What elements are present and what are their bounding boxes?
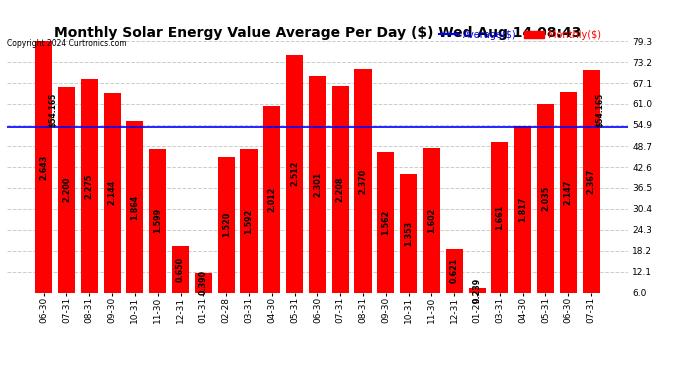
Bar xyxy=(81,79,98,292)
Text: 0.390: 0.390 xyxy=(199,270,208,295)
Bar xyxy=(560,92,577,292)
Text: 0.650: 0.650 xyxy=(176,257,185,282)
Bar xyxy=(491,142,509,292)
Text: 2.370: 2.370 xyxy=(359,168,368,194)
Text: 2.512: 2.512 xyxy=(290,161,299,186)
Text: 1.661: 1.661 xyxy=(495,205,504,230)
Bar xyxy=(469,288,486,292)
Text: Copyright 2024 Curtronics.com: Copyright 2024 Curtronics.com xyxy=(7,39,126,48)
Bar xyxy=(582,70,600,292)
Text: 0.239: 0.239 xyxy=(473,278,482,303)
Text: 2.200: 2.200 xyxy=(62,177,71,203)
Text: 2.012: 2.012 xyxy=(267,187,276,212)
Bar xyxy=(514,126,531,292)
Bar xyxy=(172,246,189,292)
Text: 1.353: 1.353 xyxy=(404,220,413,246)
Text: 1.817: 1.817 xyxy=(518,197,527,222)
Bar xyxy=(423,148,440,292)
Bar xyxy=(195,273,212,292)
Text: 1.599: 1.599 xyxy=(153,208,162,233)
Bar xyxy=(35,41,52,292)
Text: 1.864: 1.864 xyxy=(130,194,139,220)
Bar xyxy=(240,149,257,292)
Bar xyxy=(377,153,395,292)
Title: Monthly Solar Energy Value Average Per Day ($) Wed Aug 14 08:43: Monthly Solar Energy Value Average Per D… xyxy=(54,26,581,40)
Text: 2.035: 2.035 xyxy=(541,186,550,211)
Bar xyxy=(537,104,554,292)
Bar xyxy=(126,122,144,292)
Bar xyxy=(58,87,75,292)
Text: 2.643: 2.643 xyxy=(39,154,48,180)
Bar xyxy=(400,174,417,292)
Bar xyxy=(286,55,303,292)
Text: 2.208: 2.208 xyxy=(336,177,345,202)
Text: 0.621: 0.621 xyxy=(450,258,459,284)
Bar xyxy=(263,106,280,292)
Text: 2.275: 2.275 xyxy=(85,173,94,198)
Text: 2.147: 2.147 xyxy=(564,180,573,205)
Text: $54.165: $54.165 xyxy=(48,93,57,128)
Text: 1.562: 1.562 xyxy=(382,210,391,235)
Bar xyxy=(149,148,166,292)
Bar xyxy=(309,76,326,292)
Bar xyxy=(217,157,235,292)
Bar xyxy=(446,249,463,292)
Text: 2.367: 2.367 xyxy=(586,168,595,194)
Text: 1.520: 1.520 xyxy=(221,212,230,237)
Bar xyxy=(332,86,348,292)
Text: 1.602: 1.602 xyxy=(427,208,436,233)
Bar xyxy=(355,69,372,292)
Text: 2.144: 2.144 xyxy=(108,180,117,205)
Text: 1.592: 1.592 xyxy=(244,208,253,234)
Text: $54.165: $54.165 xyxy=(595,93,604,128)
Bar xyxy=(104,93,121,292)
Legend: Average($), Monthly($): Average($), Monthly($) xyxy=(435,26,604,44)
Text: 2.301: 2.301 xyxy=(313,172,322,197)
